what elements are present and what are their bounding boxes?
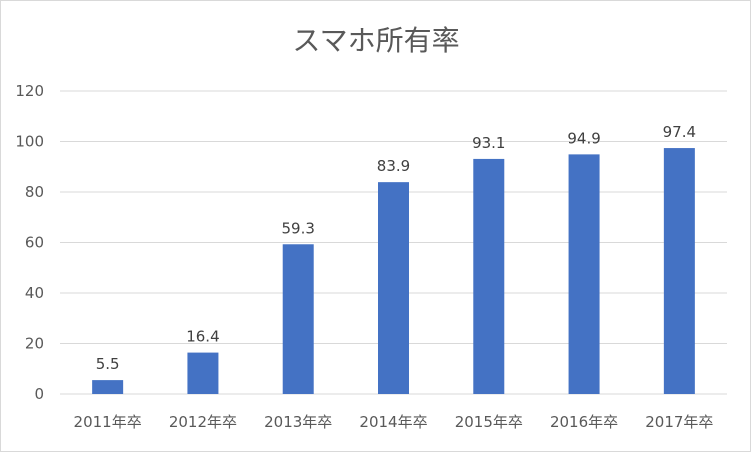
bar <box>187 352 219 394</box>
x-axis-ticks: 2011年卒 2012年卒 2013年卒 2014年卒 2015年卒 2016年卒 2017… <box>74 413 714 431</box>
bars <box>92 148 695 394</box>
x-tick-label: 2014年卒 <box>359 413 427 431</box>
x-tick-label: 2011年卒 <box>74 413 142 431</box>
y-tick-label: 80 <box>25 183 44 201</box>
data-label: 93.1 <box>472 134 505 152</box>
x-tick-label: 2017年卒 <box>645 413 713 431</box>
chart-title: スマホ所有率 <box>292 24 459 57</box>
data-label: 59.3 <box>282 219 315 237</box>
bar <box>568 154 600 394</box>
y-tick-label: 100 <box>15 133 44 151</box>
y-axis-ticks: 0 20 40 60 80 100 120 <box>15 82 44 403</box>
data-label: 97.4 <box>663 123 696 141</box>
y-tick-label: 60 <box>25 234 44 252</box>
data-labels: 5.5 16.4 59.3 83.9 93.1 94.9 97.4 <box>96 123 696 373</box>
x-tick-label: 2013年卒 <box>264 413 332 431</box>
y-tick-label: 20 <box>25 335 44 353</box>
data-label: 16.4 <box>186 328 219 346</box>
data-label: 5.5 <box>96 355 120 373</box>
bar <box>663 148 695 394</box>
data-label: 83.9 <box>377 157 410 175</box>
bar <box>282 244 314 394</box>
bar <box>378 182 409 394</box>
y-tick-label: 40 <box>25 284 44 302</box>
y-tick-label: 0 <box>34 385 44 403</box>
y-tick-label: 120 <box>15 82 44 100</box>
bar <box>473 158 505 394</box>
x-tick-label: 2012年卒 <box>169 413 237 431</box>
x-tick-label: 2016年卒 <box>550 413 618 431</box>
data-label: 94.9 <box>567 129 600 147</box>
x-tick-label: 2015年卒 <box>455 413 523 431</box>
bar <box>92 380 124 394</box>
